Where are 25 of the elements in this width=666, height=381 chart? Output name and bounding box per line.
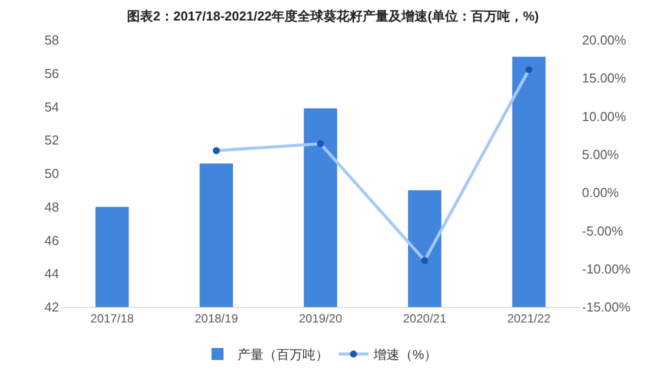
legend-label: 产量（百万吨） bbox=[238, 347, 328, 362]
y-tick-label: 44 bbox=[44, 266, 59, 282]
y2-tick-label: 10.00% bbox=[582, 108, 627, 124]
chart-title: 图表2：2017/18-2021/22年度全球葵花籽产量及增速(单位：百万吨，%) bbox=[127, 8, 539, 24]
y2-tick-label: -10.00% bbox=[582, 261, 631, 276]
y2-tick-label: 20.00% bbox=[582, 32, 627, 48]
y2-tick-label: 5.00% bbox=[582, 146, 620, 162]
y-tick-label: 50 bbox=[44, 166, 59, 182]
x-tick-label: 2018/19 bbox=[194, 311, 238, 326]
y-tick-label: 58 bbox=[44, 32, 59, 48]
x-tick-label: 2021/22 bbox=[507, 311, 551, 326]
x-tick-label: 2017/18 bbox=[90, 311, 134, 326]
x-tick-label: 2020/21 bbox=[403, 311, 447, 326]
y-tick-label: 42 bbox=[44, 300, 59, 315]
legend-label: 增速（%） bbox=[372, 347, 438, 362]
y2-tick-label: -5.00% bbox=[582, 223, 624, 238]
y2-tick-label: 0.00% bbox=[582, 185, 620, 200]
y-tick-label: 56 bbox=[44, 66, 59, 81]
y-tick-label: 52 bbox=[44, 132, 59, 148]
y-tick-label: 54 bbox=[44, 99, 59, 114]
y-tick-label: 46 bbox=[44, 232, 59, 248]
y2-tick-label: -15.00% bbox=[582, 300, 631, 315]
y2-tick-label: 15.00% bbox=[582, 70, 627, 86]
y-tick-label: 48 bbox=[44, 199, 59, 214]
x-tick-label: 2019/20 bbox=[298, 311, 343, 326]
